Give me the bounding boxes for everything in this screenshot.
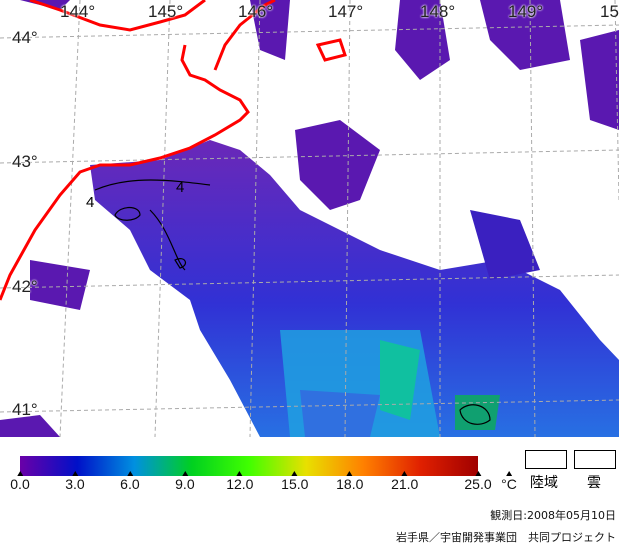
- sea-surface-temperature-map: 4 4: [0, 0, 619, 437]
- temperature-colorbar: [20, 456, 478, 476]
- longitude-label: 147°: [328, 2, 364, 21]
- latitude-label: 44°: [12, 28, 38, 47]
- colorbar-tick-label: 25.0: [464, 471, 492, 492]
- colorbar-tick-label: 15.0: [281, 471, 309, 492]
- colorbar-tick-label: 6.0: [120, 471, 140, 492]
- colorbar-tick-label: 3.0: [65, 471, 85, 492]
- contours: [94, 179, 491, 425]
- colorbar-tick-label: 21.0: [391, 471, 419, 492]
- colorbar-tick-label: 18.0: [336, 471, 364, 492]
- colorbar-tick-label: 12.0: [226, 471, 254, 492]
- longitude-label: 15: [600, 2, 619, 21]
- unit-label: °C: [501, 471, 517, 492]
- contour-label: 4: [86, 194, 94, 211]
- latitude-label: 42°: [12, 277, 38, 296]
- longitude-label: 144°: [60, 2, 96, 21]
- land-swatch: [525, 450, 567, 469]
- cloud-swatch: [574, 450, 616, 469]
- observation-date: 観測日:2008年05月10日: [490, 509, 616, 522]
- longitude-label: 148°: [420, 2, 456, 21]
- latitude-label: 43°: [12, 152, 38, 171]
- land-label: 陸域: [530, 475, 558, 491]
- graticule: [0, 0, 619, 437]
- credit: 岩手県／宇宙開発事業団 共同プロジェクト: [396, 531, 616, 544]
- colorbar-tick-label: 9.0: [175, 471, 195, 492]
- longitude-label: 146°: [238, 2, 274, 21]
- colorbar-tick-label: 0.0: [10, 471, 30, 492]
- longitude-label: 149°: [508, 2, 544, 21]
- cloud-label: 雲: [587, 475, 601, 491]
- sst-data-field: [0, 0, 619, 437]
- longitude-label: 145°: [148, 2, 184, 21]
- latitude-label: 41°: [12, 400, 38, 419]
- contour-label: 4: [176, 179, 184, 196]
- coastline: [0, 0, 347, 301]
